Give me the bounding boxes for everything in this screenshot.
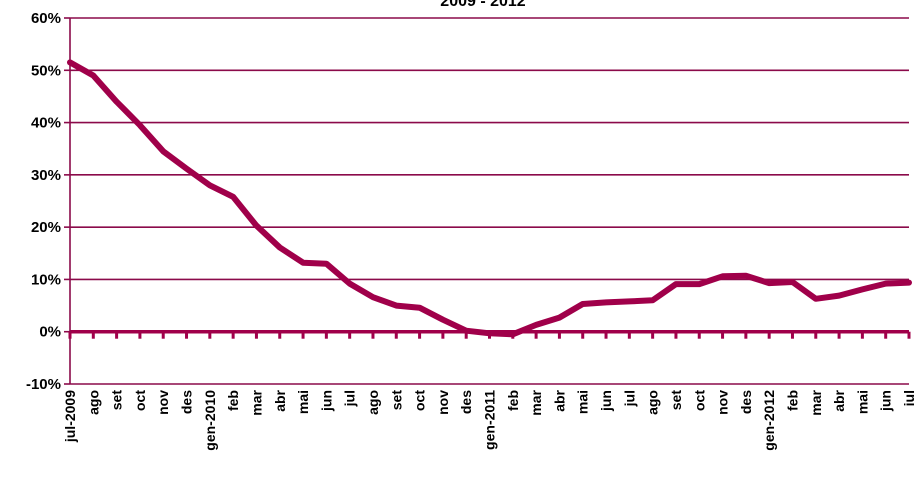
x-tick-label: jun — [878, 390, 894, 412]
data-point — [766, 280, 772, 286]
data-point — [510, 332, 516, 337]
x-tick-label: nov — [715, 390, 731, 415]
data-point — [697, 281, 702, 287]
series — [67, 59, 912, 338]
x-axis: jul-2009 ago set oct nov des gen-2010 feb mar abr… — [62, 331, 914, 451]
y-axis: -10% 0% 10% 20% 30% 40% 50% 60% — [26, 10, 71, 393]
x-tick-label: jul — [621, 390, 637, 407]
data-point — [277, 245, 282, 250]
x-tick-label: oct — [412, 390, 428, 411]
data-point — [743, 273, 749, 278]
x-tick-label: set — [388, 390, 404, 411]
data-point — [720, 274, 725, 279]
data-point — [860, 287, 865, 292]
data-point — [67, 60, 73, 65]
chart-title: 2009 - 2012 — [440, 0, 526, 10]
data-point — [883, 281, 888, 286]
x-tick-label: gen-2011 — [482, 390, 498, 450]
y-tick-label: 40% — [31, 115, 61, 132]
data-point — [627, 299, 632, 304]
x-tick-label: ago — [645, 390, 661, 415]
y-tick-label: 10% — [31, 271, 61, 288]
x-tick-label: gen-2010 — [202, 390, 218, 451]
series-line — [67, 59, 912, 338]
data-point — [394, 303, 399, 308]
y-tick-label: 60% — [31, 10, 61, 27]
data-point — [161, 149, 166, 154]
x-tick-label: jul — [342, 390, 358, 407]
data-point — [347, 281, 352, 286]
data-point — [370, 295, 376, 300]
data-point — [533, 322, 539, 328]
x-tick-label: mar — [808, 389, 824, 415]
x-tick-label: gen-2012 — [761, 390, 777, 451]
y-tick-label: -10% — [26, 376, 61, 393]
data-point — [137, 122, 143, 128]
data-point — [300, 260, 306, 265]
data-point — [440, 317, 446, 322]
x-tick-label: abr — [551, 389, 567, 411]
x-tick-label: oct — [132, 390, 148, 411]
data-point — [813, 296, 818, 301]
x-tick-label: nov — [435, 390, 451, 415]
data-point — [91, 73, 96, 78]
x-tick-label: jul — [901, 390, 914, 407]
data-point — [580, 301, 585, 307]
data-point — [230, 194, 236, 200]
data-point — [603, 300, 609, 305]
x-tick-label: mar — [528, 389, 544, 415]
x-tick-label: jul-2009 — [62, 390, 78, 443]
data-point — [487, 331, 492, 336]
x-tick-label: feb — [225, 390, 241, 411]
x-tick-label: des — [458, 390, 474, 414]
x-tick-label: jun — [598, 390, 614, 412]
data-point — [673, 281, 679, 287]
x-tick-label: ago — [85, 390, 101, 415]
x-tick-label: mai — [295, 390, 311, 414]
data-point — [790, 279, 795, 285]
x-tick-label: mar — [248, 389, 264, 415]
data-point — [836, 293, 842, 298]
x-tick-label: des — [179, 390, 195, 414]
x-tick-label: feb — [505, 390, 521, 411]
data-point — [906, 280, 912, 285]
data-point — [184, 166, 189, 171]
gridlines — [70, 17, 909, 385]
x-tick-label: jun — [318, 390, 334, 412]
data-point — [557, 315, 562, 320]
data-point — [417, 305, 422, 310]
x-tick-label: abr — [831, 389, 847, 411]
x-tick-label: ago — [365, 390, 381, 415]
y-tick-label: 30% — [31, 167, 61, 184]
x-tick-label: des — [738, 390, 754, 414]
x-tick-label: feb — [784, 390, 800, 411]
x-tick-label: abr — [272, 389, 288, 411]
data-point — [254, 223, 259, 228]
y-tick-label: 50% — [31, 62, 61, 79]
data-point — [463, 328, 469, 333]
x-tick-label: set — [668, 390, 684, 411]
data-point — [114, 99, 119, 104]
x-tick-label: mai — [854, 390, 870, 414]
y-tick-label: 20% — [31, 219, 61, 236]
data-point — [324, 261, 329, 266]
y-tick-label: 0% — [39, 324, 61, 341]
data-point — [207, 183, 213, 188]
x-tick-label: mai — [575, 390, 591, 414]
x-tick-label: set — [109, 390, 125, 411]
x-tick-label: oct — [691, 390, 707, 411]
data-point — [650, 298, 655, 303]
x-tick-label: nov — [155, 390, 171, 415]
